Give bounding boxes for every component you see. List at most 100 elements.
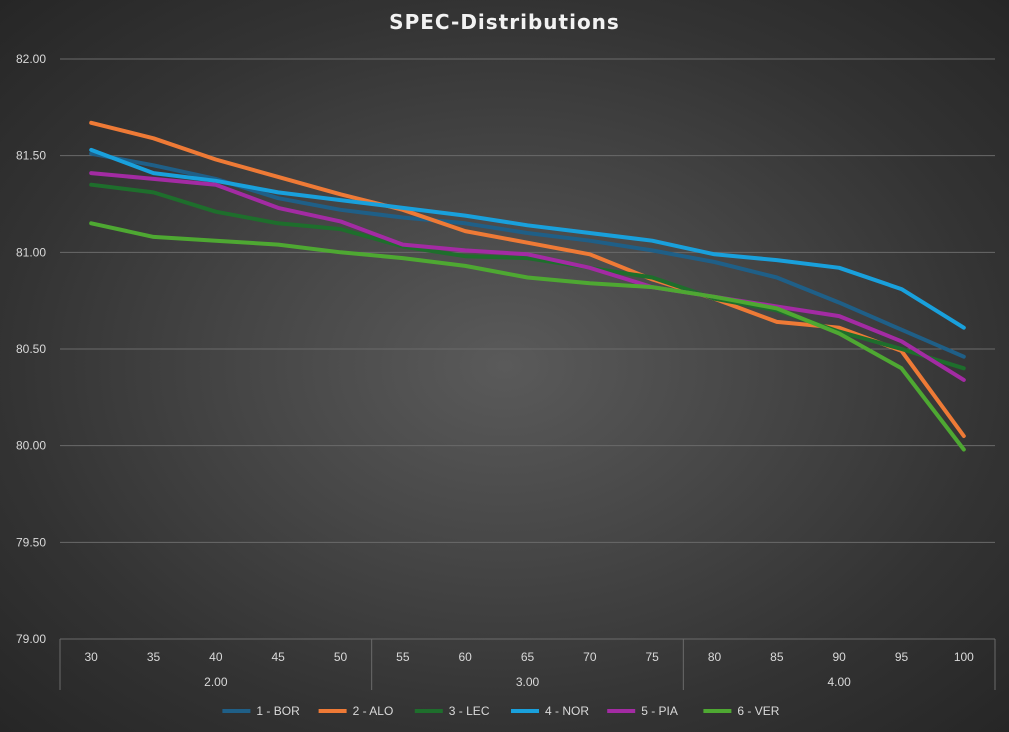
x-tick-label: 85 xyxy=(770,650,784,664)
data-point xyxy=(152,136,155,140)
legend-item: 6 - VER xyxy=(703,704,780,718)
data-point xyxy=(152,190,155,194)
x-group-label: 4.00 xyxy=(827,675,851,689)
x-tick-label: 65 xyxy=(521,650,535,664)
data-point xyxy=(837,314,841,318)
data-point xyxy=(588,231,592,235)
data-point xyxy=(962,378,966,382)
data-point xyxy=(214,158,218,162)
data-point xyxy=(650,248,654,252)
data-point xyxy=(339,250,342,254)
data-point xyxy=(214,183,218,187)
data-point xyxy=(152,177,155,181)
data-point xyxy=(463,221,467,225)
x-tick-label: 30 xyxy=(84,650,98,664)
data-point xyxy=(89,171,93,175)
gridlines: 79.00 79.50 80.00 80.50 81.00 81.50 82.00 xyxy=(16,52,995,646)
data-point xyxy=(588,281,592,285)
data-point xyxy=(276,190,280,194)
data-point xyxy=(89,121,93,125)
x-tick-label: 90 xyxy=(832,650,846,664)
data-point xyxy=(401,256,405,260)
legend-label: 5 - PIA xyxy=(641,704,678,718)
data-point xyxy=(463,248,467,252)
legend-item: 2 - ALO xyxy=(318,704,394,718)
x-group-label: 3.00 xyxy=(516,675,540,689)
data-point xyxy=(837,332,841,336)
x-group-label: 2.00 xyxy=(204,675,228,689)
data-point xyxy=(152,171,155,175)
series-group xyxy=(89,120,966,452)
data-point xyxy=(89,148,93,152)
data-point xyxy=(276,196,280,200)
data-point xyxy=(837,301,841,305)
data-point xyxy=(276,221,280,225)
y-tick-label: 81.00 xyxy=(16,245,46,259)
data-point xyxy=(276,175,280,179)
legend-item: 5 - PIA xyxy=(607,704,678,718)
data-point xyxy=(775,258,779,262)
data-point xyxy=(339,208,342,212)
data-point xyxy=(526,231,529,235)
legend-label: 3 - LEC xyxy=(449,704,490,718)
data-point xyxy=(526,223,529,227)
legend-label: 2 - ALO xyxy=(353,704,394,718)
y-tick-label: 82.00 xyxy=(16,52,46,66)
y-tick-label: 81.50 xyxy=(16,149,46,163)
data-point xyxy=(339,192,342,196)
data-point xyxy=(900,366,903,370)
data-point xyxy=(526,252,529,256)
data-point xyxy=(713,260,716,264)
data-point xyxy=(526,256,529,260)
data-point xyxy=(152,235,155,239)
y-tick-label: 79.00 xyxy=(16,632,46,646)
data-point xyxy=(962,326,966,330)
x-axis: 2.00 3.00 4.00 30 35 40 45 50 55 60 65 70 75 80 85 90 95… xyxy=(59,639,996,690)
chart-title: SPEC-Distributions xyxy=(389,10,620,34)
data-point xyxy=(962,448,966,452)
y-tick-label: 80.00 xyxy=(16,439,46,453)
data-point xyxy=(89,152,93,156)
data-point xyxy=(339,198,342,202)
x-tick-label: 70 xyxy=(583,650,597,664)
data-point xyxy=(588,266,592,270)
x-tick-label: 40 xyxy=(209,650,223,664)
data-point xyxy=(650,275,654,279)
data-point xyxy=(339,219,342,223)
data-point xyxy=(526,241,529,245)
legend-label: 1 - BOR xyxy=(256,704,300,718)
data-point xyxy=(962,355,966,359)
x-tick-label: 60 xyxy=(458,650,472,664)
data-point xyxy=(401,216,405,220)
data-point xyxy=(900,339,903,343)
y-tick-label: 79.50 xyxy=(16,535,46,549)
data-point xyxy=(276,206,280,210)
data-point xyxy=(214,210,218,214)
data-point xyxy=(401,243,405,247)
legend-item: 3 - LEC xyxy=(414,704,490,718)
data-point xyxy=(89,183,93,187)
legend-label: 4 - NOR xyxy=(545,704,589,718)
data-point xyxy=(588,252,592,256)
data-point xyxy=(89,221,93,225)
data-point xyxy=(401,206,405,210)
data-point xyxy=(837,326,841,330)
data-point xyxy=(837,266,841,270)
data-point xyxy=(650,239,654,243)
legend-label: 6 - VER xyxy=(737,704,779,718)
x-tick-label: 95 xyxy=(895,650,909,664)
data-point xyxy=(900,347,903,351)
data-point xyxy=(214,239,218,243)
data-point xyxy=(713,295,716,299)
x-tick-label: 50 xyxy=(334,650,348,664)
data-point xyxy=(775,320,779,324)
data-point xyxy=(463,254,467,258)
x-tick-label: 35 xyxy=(147,650,161,664)
data-point xyxy=(962,366,966,370)
data-point xyxy=(463,264,467,268)
x-tick-label: 45 xyxy=(271,650,285,664)
data-point xyxy=(900,287,903,291)
legend-item: 1 - BOR xyxy=(222,704,300,718)
